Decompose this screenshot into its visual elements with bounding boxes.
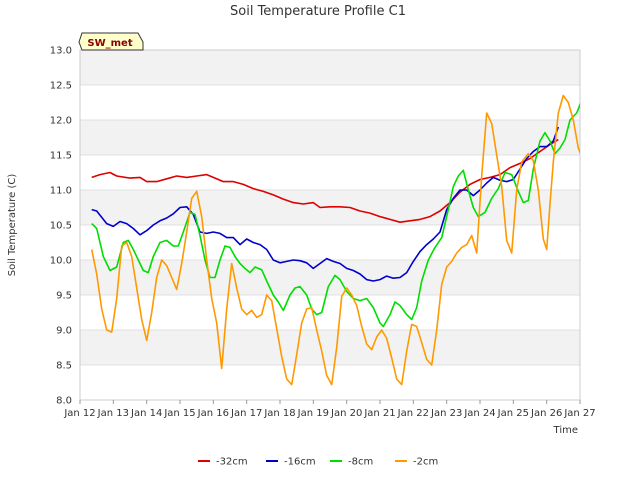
x-tick-label: Jan 25	[497, 408, 529, 419]
chart-legend: -32cm -16cm -8cm -2cm	[198, 457, 438, 468]
y-axis-label: Soil Temperature (C)	[7, 174, 18, 277]
x-tick-label: Jan 27	[563, 408, 595, 419]
y-axis-ticks: 8.0 8.5 9.0 9.5 10.0 10.5 11.0 11.5 12.0 12.5 13.0	[50, 46, 72, 407]
x-axis-ticks: Jan 12 Jan 13 Jan 14 Jan 15 Jan 16 Jan 17 Jan …	[63, 400, 596, 419]
y-tick-label: 8.5	[56, 361, 72, 372]
series-line-2cm	[90, 94, 580, 386]
x-tick-label: Jan 21	[363, 408, 395, 419]
series-line-16cm	[91, 126, 560, 282]
y-tick-label: 10.5	[50, 221, 72, 232]
legend-label: -2cm	[413, 457, 438, 468]
x-tick-label: Jan 24	[463, 408, 495, 419]
plot-band	[80, 120, 580, 155]
y-tick-label: 9.5	[56, 291, 72, 302]
legend-label: -8cm	[348, 457, 373, 468]
y-tick-label: 12.5	[50, 81, 72, 92]
series-line-32cm	[91, 138, 559, 223]
plot-band	[80, 50, 580, 85]
y-tick-label: 11.0	[50, 186, 72, 197]
y-tick-label: 8.0	[56, 396, 72, 407]
y-tick-label: 11.5	[50, 151, 72, 162]
x-tick-label: Jan 20	[330, 408, 362, 419]
plot-band	[80, 260, 580, 295]
series-group	[90, 94, 580, 386]
x-tick-label: Jan 17	[230, 408, 262, 419]
x-tick-label: Jan 16	[197, 408, 229, 419]
y-tick-label: 9.0	[56, 326, 72, 337]
station-badge: SW_met	[78, 32, 144, 51]
x-tick-label: Jan 23	[430, 408, 462, 419]
x-tick-label: Jan 15	[163, 408, 195, 419]
x-tick-label: Jan 13	[97, 408, 129, 419]
x-tick-label: Jan 18	[263, 408, 295, 419]
y-tick-label: 12.0	[50, 116, 72, 127]
x-tick-label: Jan 12	[63, 408, 95, 419]
series-line-8cm	[91, 102, 580, 328]
x-tick-label: Jan 26	[530, 408, 562, 419]
station-badge-label: SW_met	[87, 38, 132, 49]
plot-frame	[79, 49, 581, 401]
chart-title: Soil Temperature Profile C1	[230, 4, 406, 19]
y-tick-label: 10.0	[50, 256, 72, 267]
x-tick-label: Jan 22	[397, 408, 429, 419]
x-axis-label: Time	[553, 425, 578, 436]
plot-bands	[80, 50, 580, 365]
x-tick-label: Jan 14	[130, 408, 162, 419]
y-tick-label: 13.0	[50, 46, 72, 57]
legend-label: -16cm	[284, 457, 316, 468]
station-badge-shape	[78, 32, 144, 51]
plot-band	[80, 330, 580, 365]
legend-label: -32cm	[216, 457, 248, 468]
series-layer	[90, 94, 580, 386]
x-tick-label: Jan 19	[297, 408, 329, 419]
